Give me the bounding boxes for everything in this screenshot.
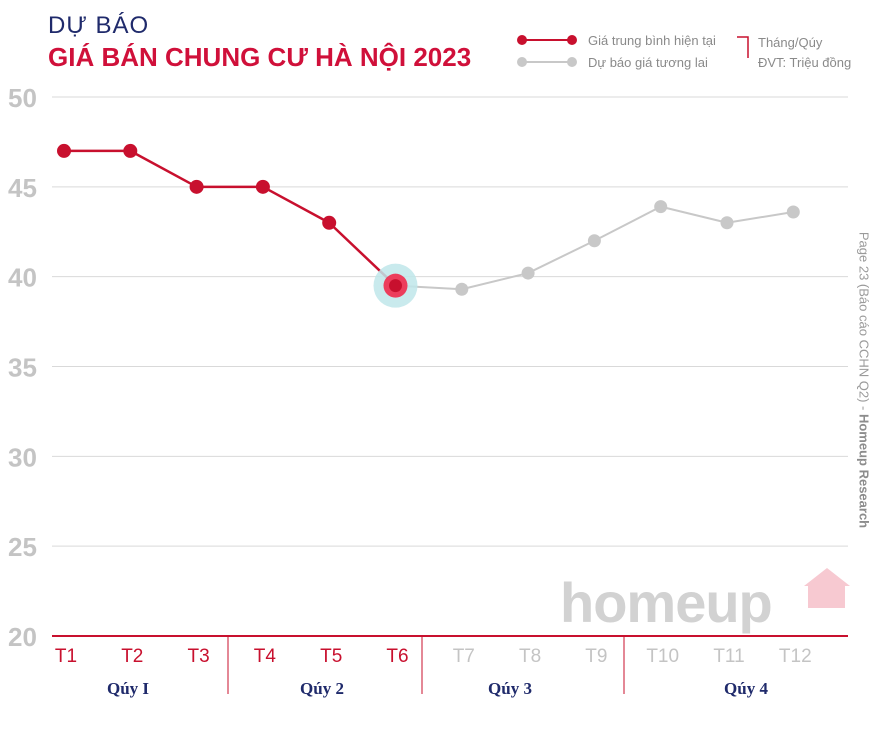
axis-note-marker [737,36,749,58]
forecast-data-point [587,234,601,248]
current-data-point [57,143,71,158]
quarter-label: Qúy 4 [724,679,768,698]
quarter-label: Qúy 3 [488,679,532,698]
legend-forecast-swatch [517,57,577,67]
legend-current-swatch [517,35,577,45]
forecast-data-point [786,205,800,219]
y-tick-label: 40 [8,263,37,293]
axis-note-label: Tháng/Qúy [758,35,823,50]
x-tick-label: T2 [121,646,143,667]
quarter-label: Qúy I [107,679,149,698]
unit-label: ĐVT: Triệu đồng [758,55,852,70]
forecast-data-point [521,266,535,280]
x-tick-label: T7 [453,646,475,667]
x-tick-label: T1 [55,646,77,667]
y-tick-label: 30 [8,442,37,472]
current-data-point [189,179,204,194]
x-tick-label: T11 [713,646,744,667]
x-tick-label: T12 [779,646,812,667]
y-tick-label: 35 [8,353,37,383]
legend-current-label: Giá trung bình hiện tại [588,33,716,48]
legend-forecast-label: Dự báo giá tương lai [588,55,708,70]
homeup-logo-text: homeup [560,571,773,634]
x-tick-label: T10 [646,646,679,667]
x-tick-label: T3 [188,646,210,667]
house-arrow-icon [804,568,850,608]
y-tick-label: 25 [8,532,37,562]
x-tick-label: T8 [519,646,541,667]
forecast-data-point [654,200,668,214]
current-data-point [123,143,138,158]
quarter-label: Qúy 2 [300,679,344,698]
y-tick-label: 20 [8,622,37,652]
x-tick-label: T5 [320,646,342,667]
current-data-point [322,215,337,230]
x-tick-label: T6 [386,646,408,667]
y-tick-label: 50 [8,83,37,113]
x-tick-label: T4 [254,646,277,667]
forecast-data-point [455,282,469,296]
chart-subtitle: DỰ BÁO [48,12,150,39]
forecast-data-point [720,216,734,230]
current-data-point [255,179,270,194]
x-tick-label: T9 [585,646,607,667]
current-price-line [64,149,397,287]
chart-title: GIÁ BÁN CHUNG CƯ HÀ NỘI 2023 [48,42,472,72]
y-tick-label: 45 [8,173,37,203]
highlight-core [389,279,402,293]
